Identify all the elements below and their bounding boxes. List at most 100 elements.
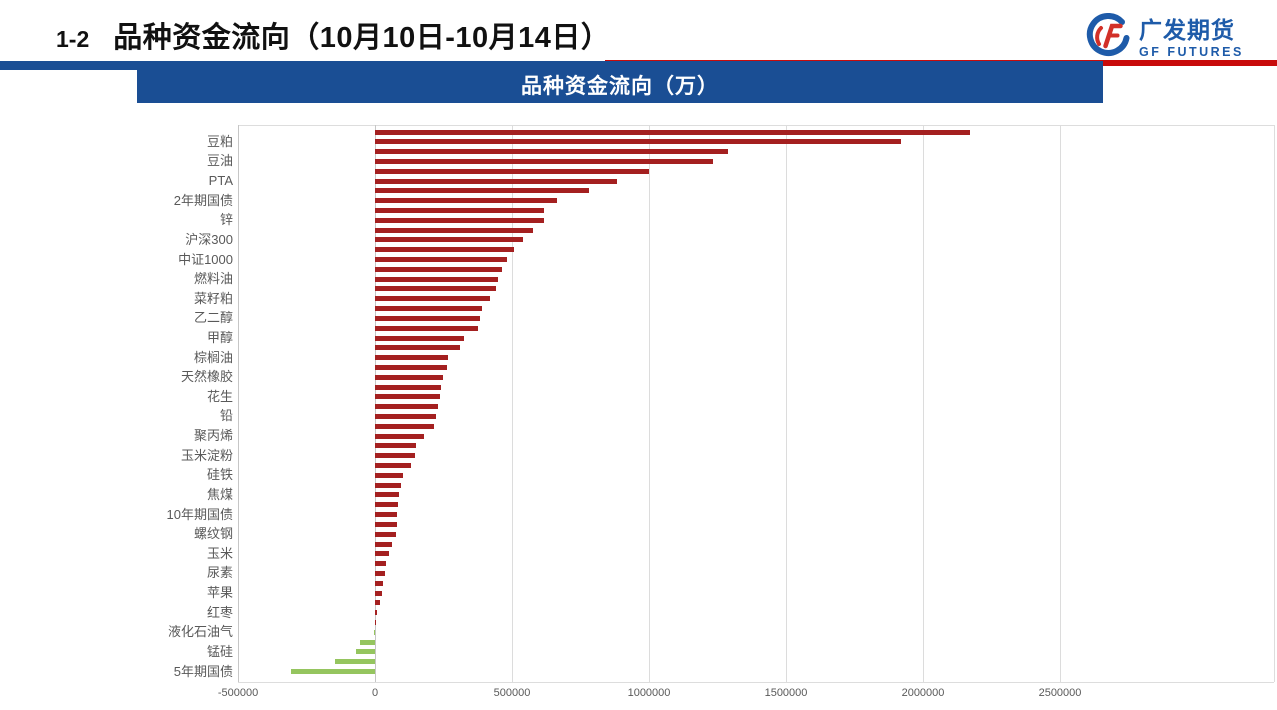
bar-甲醇 [375, 335, 465, 341]
logo-name-en: GF FUTURES [1139, 44, 1244, 59]
bar-中证1000 [375, 257, 507, 263]
bar-row-21 [375, 325, 478, 331]
category-label: 沪深300 [185, 231, 233, 247]
category-label: 玉米 [206, 545, 233, 561]
category-label: 中证1000 [178, 251, 233, 267]
gridline [923, 125, 924, 682]
gridline [649, 125, 650, 682]
category-label: 红枣 [206, 604, 233, 620]
bar-row-33 [375, 443, 417, 449]
bar-10年期国债 [375, 512, 398, 518]
bar-聚丙烯 [375, 433, 425, 439]
bar-row-25 [375, 364, 448, 370]
bar-豆油 [375, 158, 714, 164]
category-label: 尿素 [206, 565, 233, 581]
category-label: 甲醇 [206, 330, 233, 345]
category-label: PTA [208, 173, 233, 189]
bar-row-19 [375, 306, 483, 312]
bar-棕榈油 [375, 355, 449, 361]
category-label: 聚丙烯 [193, 428, 233, 444]
category-label: 液化石油气 [167, 624, 233, 640]
bar-row-9 [375, 207, 545, 213]
bar-row-51 [375, 620, 376, 625]
bar-row-23 [375, 345, 460, 351]
bar-row-39 [375, 502, 398, 508]
bar-row-45 [375, 561, 387, 567]
chart-title-bar: 品种资金流向（万） [137, 61, 1103, 103]
bar-PTA [375, 178, 618, 184]
bar-玉米淀粉 [375, 453, 415, 459]
bar-row-5 [375, 168, 649, 174]
plot-border-top [238, 125, 1274, 126]
bar-row-15 [375, 266, 502, 272]
bar-铅 [375, 413, 436, 419]
page-title: 1-2 品种资金流向（10月10日-10月14日） [56, 14, 610, 56]
bar-row-17 [375, 286, 496, 292]
bar-尿素 [375, 570, 385, 576]
bar-花生 [375, 394, 440, 400]
category-label: 菜籽粕 [193, 290, 233, 306]
category-label: 花生 [206, 388, 233, 404]
x-axis-tick-label: -500000 [217, 687, 259, 699]
plot-border-bottom [238, 682, 1274, 683]
x-axis-tick-label: 2500000 [1038, 687, 1082, 699]
category-label: 棕榈油 [193, 349, 233, 365]
bar-row-29 [375, 404, 439, 410]
bar-乙二醇 [375, 315, 480, 321]
category-label: 铅 [219, 408, 233, 424]
category-label: 焦煤 [206, 486, 233, 502]
category-label: 锰硅 [206, 643, 233, 659]
bar-5年期国债 [291, 669, 375, 675]
bar-row-43 [375, 541, 392, 547]
category-label: 螺纹钢 [193, 526, 233, 542]
bar-锌 [375, 217, 544, 223]
bar-2年期国债 [375, 198, 557, 204]
chart-title: 品种资金流向（万） [521, 75, 719, 98]
bar-row-41 [375, 521, 397, 527]
bar-苹果 [375, 590, 382, 596]
plot-border-right [1274, 125, 1275, 682]
category-label: 10年期国债 [166, 506, 233, 522]
category-label: 燃料油 [193, 271, 233, 287]
bar-天然橡胶 [375, 374, 444, 380]
x-axis-tick-label: 1000000 [627, 687, 671, 699]
x-axis-tick-label: 2000000 [901, 687, 945, 699]
category-label: 硅铁 [206, 467, 233, 483]
bar-row-47 [375, 580, 384, 586]
x-axis-tick-label: 0 [371, 687, 379, 699]
category-label: 乙二醇 [193, 310, 233, 326]
gridline [1060, 125, 1061, 682]
page-title-index: 1-2 [56, 26, 90, 52]
bar-焦煤 [375, 492, 400, 498]
bar-row-7 [375, 188, 589, 194]
x-axis-tick-label: 1500000 [764, 687, 808, 699]
bar-液化石油气 [373, 629, 375, 635]
page-title-text: 品种资金流向（10月10日-10月14日） [113, 22, 611, 54]
bar-row-49 [375, 600, 380, 606]
bar-row-35 [375, 463, 411, 469]
bar-row-13 [375, 247, 514, 253]
gridline [375, 125, 376, 682]
gridline [512, 125, 513, 682]
bar-玉米 [375, 551, 389, 557]
bar-燃料油 [375, 276, 499, 282]
gridline [238, 125, 239, 682]
category-label: 天然橡胶 [180, 369, 233, 385]
bar-row-31 [375, 423, 434, 429]
category-label: 豆粕 [206, 133, 233, 149]
category-label: 5年期国债 [173, 663, 233, 679]
category-label: 苹果 [206, 585, 233, 601]
bar-沪深300 [375, 237, 523, 243]
x-axis-tick-label: 500000 [493, 687, 531, 699]
bar-菜籽粕 [375, 296, 491, 302]
bar-row-3 [375, 149, 729, 155]
bar-row-55 [335, 659, 375, 665]
gridline [786, 125, 787, 682]
category-label: 2年期国债 [173, 192, 233, 208]
logo-name-cn: 广发期货 [1139, 16, 1235, 43]
bar-row-1 [375, 129, 970, 135]
category-label: 豆油 [206, 153, 233, 169]
bar-row-11 [375, 227, 534, 233]
bar-row-27 [375, 384, 441, 390]
bar-锰硅 [356, 649, 375, 655]
